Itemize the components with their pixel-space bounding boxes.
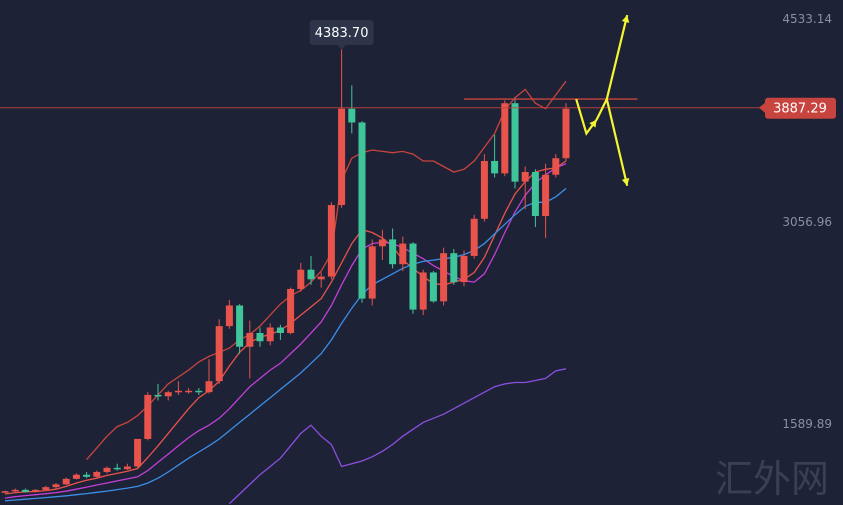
candle-body: [164, 392, 172, 397]
candle-body: [72, 474, 80, 479]
candle-body: [470, 218, 478, 256]
current-price-tag-pointer: [759, 102, 765, 113]
current-price-label: 3887.29: [773, 102, 827, 117]
candle-body: [276, 327, 284, 333]
candle-body: [368, 246, 376, 299]
candle-body: [246, 332, 254, 347]
forecast-arrow-head: [589, 119, 597, 128]
envelope-line: [86, 80, 567, 461]
candle-body: [185, 390, 193, 393]
candle-body: [21, 489, 29, 492]
y-tick-label: 3056.96: [782, 215, 832, 229]
candle-body: [83, 474, 91, 477]
forecast-arrow-head: [621, 178, 630, 186]
candle-body: [93, 471, 101, 477]
candle-body: [409, 243, 417, 310]
candle-body: [113, 467, 121, 470]
candle-body: [429, 272, 437, 302]
y-tick-label: 4533.14: [782, 12, 832, 26]
candle-body: [103, 467, 111, 472]
candle-body: [195, 390, 203, 393]
y-tick-label: 1589.89: [782, 417, 832, 431]
moving-average-lines: [4, 80, 567, 505]
candle-body: [123, 466, 131, 470]
candle-body: [205, 381, 213, 393]
peak-callout-box: [309, 20, 374, 45]
candle-body: [1, 491, 9, 493]
ma_mid-line: [4, 163, 567, 499]
ma_short-line: [4, 160, 567, 495]
candle-body: [42, 487, 50, 490]
candle-body: [225, 305, 233, 327]
candle-body: [399, 243, 407, 265]
candle-body: [378, 239, 386, 247]
candle-body: [32, 489, 40, 492]
candle-body: [236, 305, 244, 347]
forecast-arrow-line: [605, 98, 629, 187]
candle-body: [562, 108, 570, 159]
candle-body: [144, 394, 152, 439]
candle-body: [62, 478, 70, 485]
candle-body: [297, 269, 305, 289]
candle-body: [552, 158, 560, 175]
candle-body: [174, 390, 182, 393]
watermark: 汇外网: [715, 457, 829, 501]
candle-body: [450, 253, 458, 283]
candle-body: [317, 276, 325, 280]
candle-body: [338, 108, 346, 206]
candle-body: [358, 122, 366, 299]
peak-callout-label: 4383.70: [315, 26, 369, 41]
candle-body: [419, 272, 427, 310]
candle-body: [440, 253, 448, 302]
annotations: 4383.70: [0, 14, 765, 187]
candle-body: [134, 438, 142, 467]
candle-body: [501, 103, 509, 174]
candle-body: [266, 327, 274, 342]
peak-callout-pointer: [337, 45, 346, 50]
candle-body: [11, 489, 19, 492]
candle-body: [348, 108, 356, 123]
current-price-tag: [765, 97, 836, 119]
candle-body: [215, 326, 223, 382]
candle-body: [52, 484, 60, 488]
candle-body: [480, 160, 488, 219]
candle-body: [531, 172, 539, 217]
ma_extra-line: [228, 368, 567, 505]
candle-body: [287, 288, 295, 333]
candle-body: [154, 394, 162, 397]
candle-body: [521, 172, 529, 182]
candle-body: [327, 205, 335, 277]
candles: [1, 39, 570, 494]
candle-body: [256, 332, 264, 342]
candle-body: [542, 174, 550, 217]
forecast-arrow-head: [621, 15, 630, 23]
candle-body: [460, 255, 468, 283]
candle-body: [389, 239, 397, 265]
candle-body: [511, 103, 519, 182]
price-axis: 4533.14 3056.96 1589.89 3887.29: [759, 12, 836, 431]
candle-body: [491, 160, 499, 174]
candle-body: [307, 269, 315, 280]
